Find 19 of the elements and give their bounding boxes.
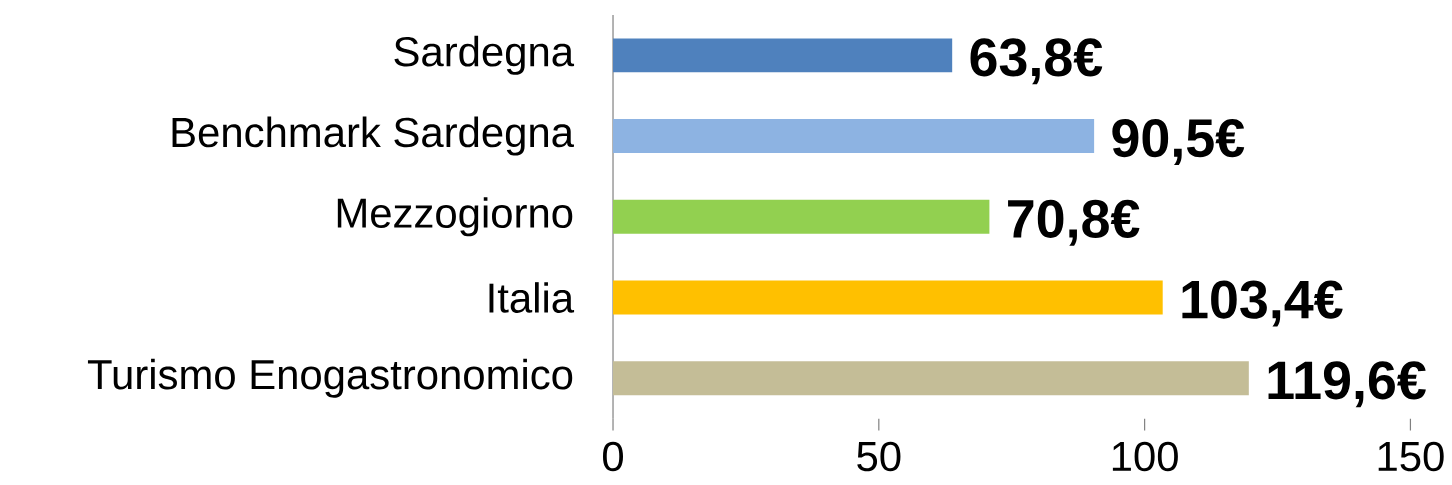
y-tick-label: Italia — [489, 281, 575, 313]
y-tick-label: Turismo Enogastronomico — [87, 358, 573, 398]
x-tick-label: 100 — [1112, 441, 1178, 472]
bar — [613, 118, 1095, 153]
y-tick-label: Benchmark Sardegna — [172, 116, 574, 156]
bar — [613, 199, 990, 234]
bar — [613, 280, 1163, 315]
x-tick-label: 150 — [1378, 441, 1444, 472]
data-label: 63,8€ — [970, 38, 1103, 85]
x-tick-label: 0 — [603, 441, 624, 472]
data-label: 90,5€ — [1112, 118, 1245, 165]
bar — [613, 361, 1249, 396]
bar — [613, 38, 953, 73]
x-tick-label: 50 — [857, 441, 901, 472]
data-label: 103,4€ — [1182, 280, 1343, 327]
y-tick-label: Sardegna — [394, 35, 575, 75]
data-label: 119,6€ — [1268, 361, 1426, 408]
y-tick-label: Mezzogiorno — [337, 197, 573, 237]
data-label: 70,8€ — [1008, 199, 1140, 246]
